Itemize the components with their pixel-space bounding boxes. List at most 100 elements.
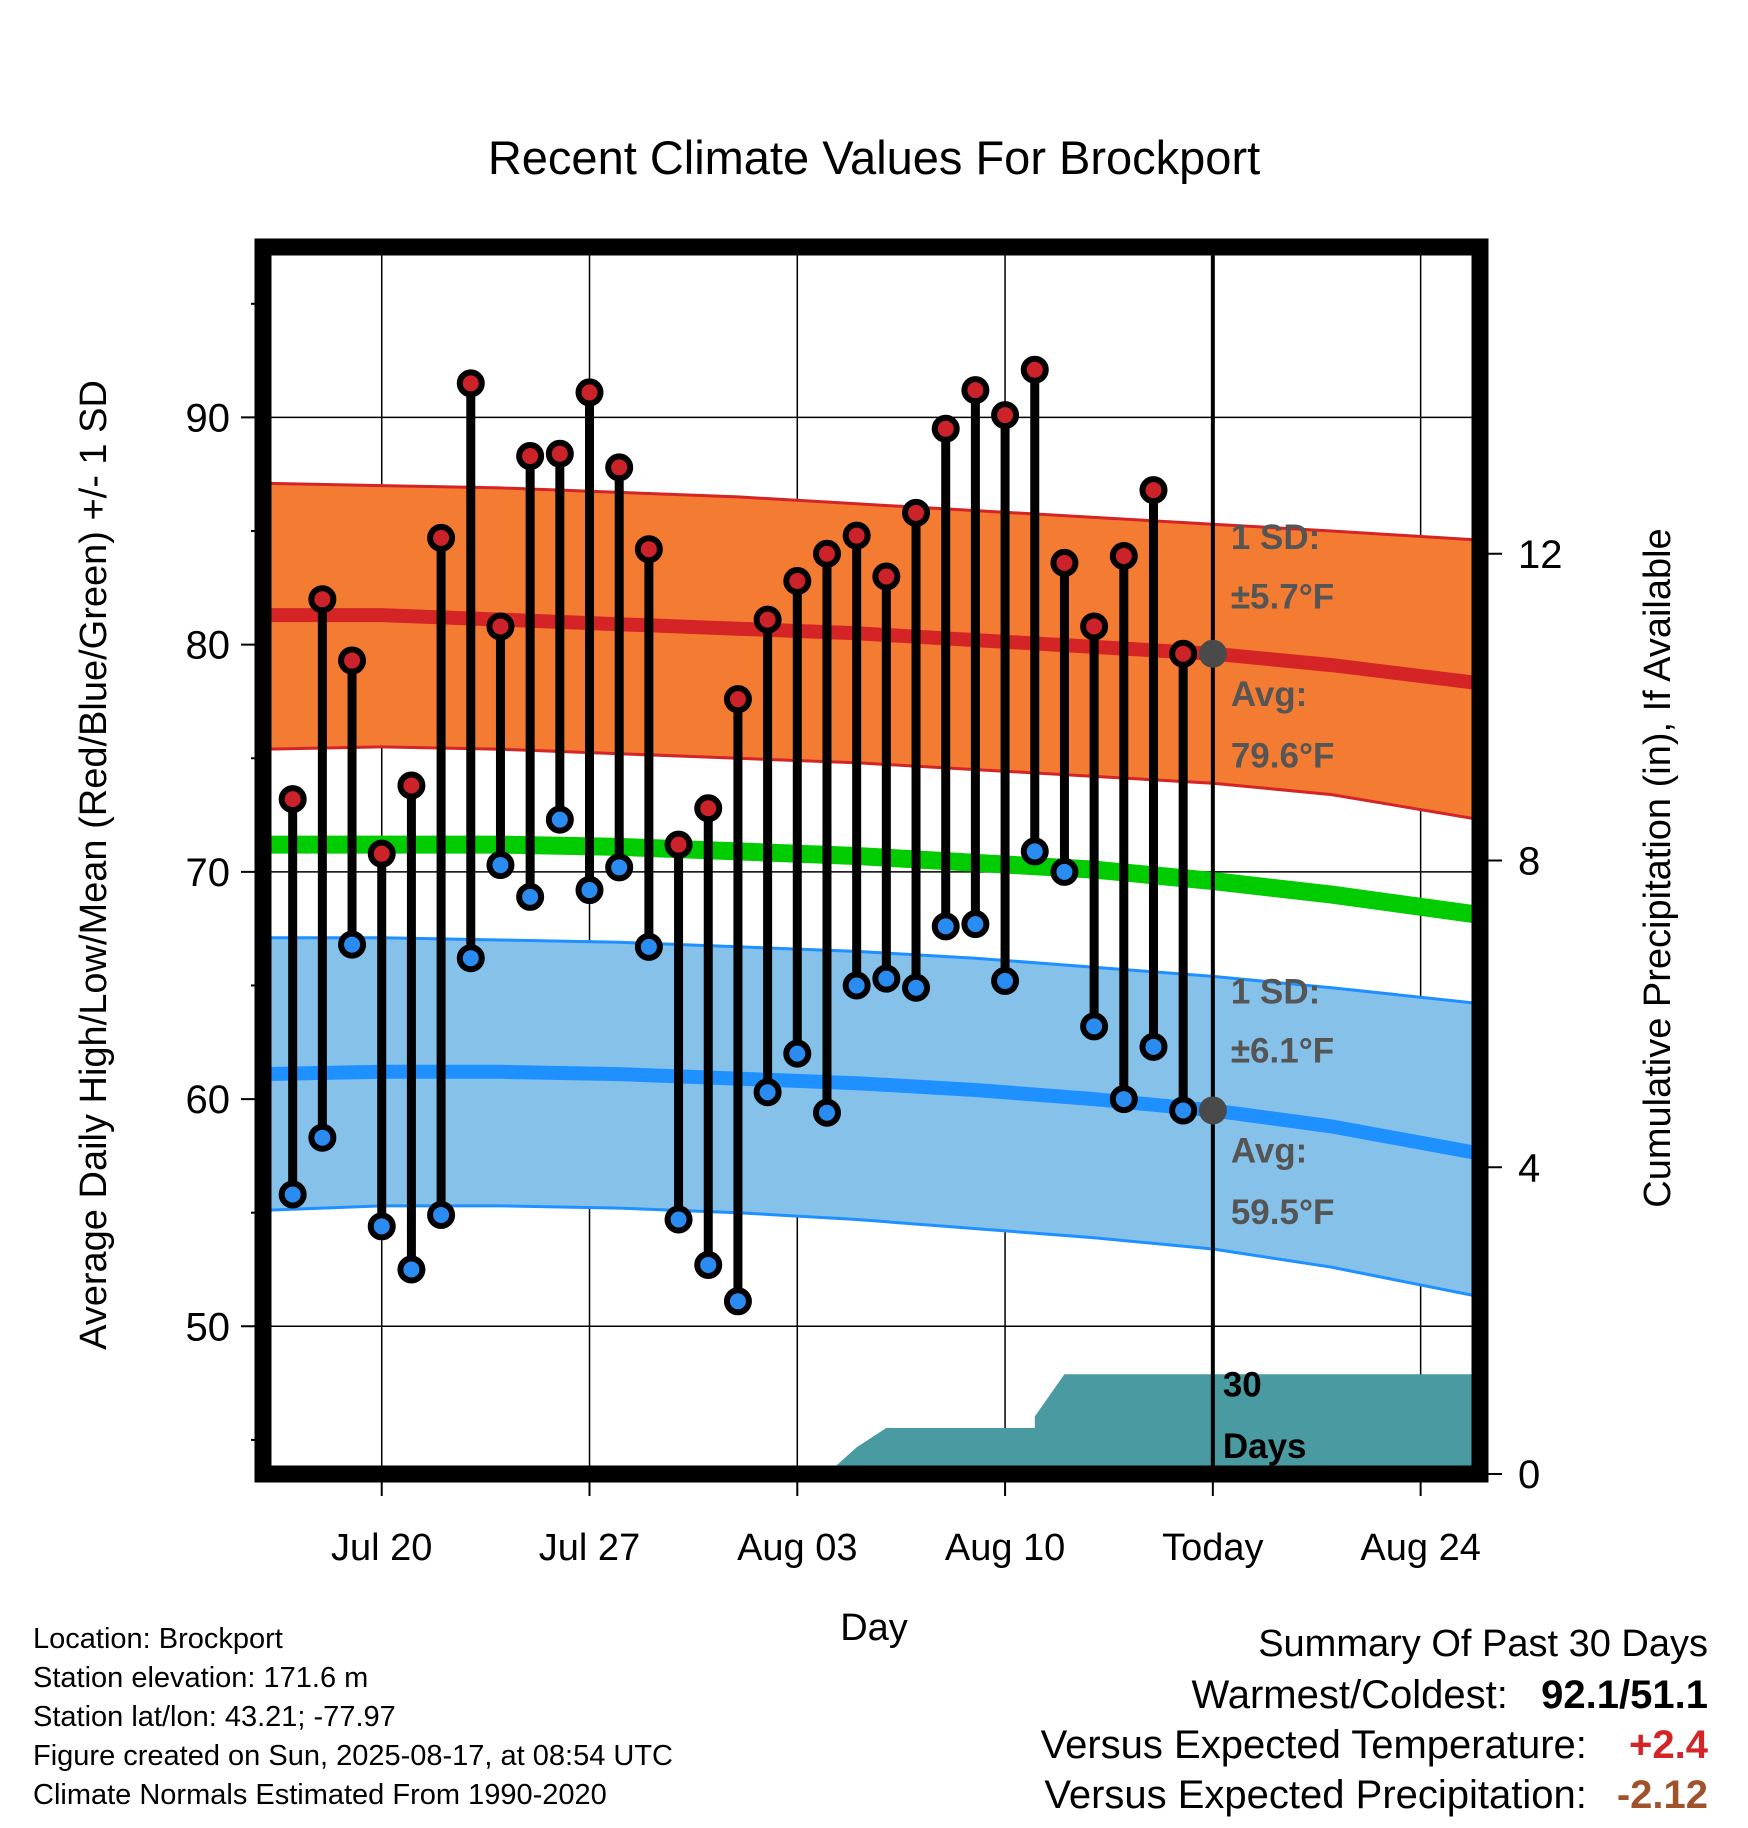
daily-high-point <box>1109 542 1138 571</box>
daily-low-point <box>456 944 485 973</box>
high-sd-value: ±5.7°F <box>1231 577 1334 616</box>
high-sd-band <box>263 483 1480 820</box>
daily-high-point <box>308 585 337 614</box>
warmest-value: 92.1 <box>1541 1673 1620 1717</box>
daily-high-point <box>812 539 841 568</box>
location-text: Location: Brockport <box>33 1623 283 1655</box>
warm-cold-separator: / <box>1619 1673 1631 1717</box>
plot-content: 1 SD: ±5.7°F Avg: 79.6°F 1 SD: ±6.1°F Avg: 59.5… <box>263 247 1480 1474</box>
daily-high-point <box>902 498 931 527</box>
low-sd-label: 1 SD: <box>1231 973 1320 1012</box>
precip-row: Versus Expected Precipitation: -2.12 <box>1041 1770 1708 1820</box>
today-high-normal-marker <box>1198 639 1227 668</box>
temp-label: Versus Expected Temperature: <box>1040 1723 1587 1767</box>
daily-low-point <box>902 973 931 1002</box>
daily-high-point <box>486 612 515 641</box>
normals-text: Climate Normals Estimated From 1990-2020 <box>33 1779 607 1811</box>
daily-low-point <box>694 1250 723 1279</box>
daily-high-point <box>991 401 1020 430</box>
y2-axis-label: Cumulative Precipitation (in), If Availa… <box>1637 528 1679 1207</box>
daily-high-point <box>1169 639 1198 668</box>
daily-high-point <box>872 562 901 591</box>
plot-area: 1 SD: ±5.7°F Avg: 79.6°F 1 SD: ±6.1°F Avg: 59.5… <box>263 247 1480 1474</box>
precip-area <box>827 1374 1480 1474</box>
y-axis-label: Average Daily High/Low/Mean (Red/Blue/Gr… <box>73 380 115 1350</box>
daily-low-point <box>783 1039 812 1068</box>
daily-high-point <box>427 523 456 552</box>
temp-row: Versus Expected Temperature: +2.4 <box>1041 1720 1708 1770</box>
daily-high-point <box>1050 548 1079 577</box>
elevation-text: Station elevation: 171.6 m <box>33 1662 369 1694</box>
daily-high-point <box>842 521 871 550</box>
daily-high-point <box>931 414 960 443</box>
x-tick-label: Aug 03 <box>737 1527 857 1569</box>
daily-low-point <box>575 876 604 905</box>
daily-low-point <box>931 912 960 941</box>
daily-high-point <box>367 839 396 868</box>
high-avg-value: 79.6°F <box>1231 736 1335 775</box>
y2-tick-label: 12 <box>1518 533 1563 577</box>
daily-low-point <box>1109 1085 1138 1114</box>
axes: 50 60 70 80 90 0 4 8 12 Jul 20 Jul 27 Aug 03 Aug 10 T… <box>186 238 1563 1569</box>
daily-low-point <box>664 1205 693 1234</box>
today-low-normal-marker <box>1198 1096 1227 1125</box>
daily-high-point <box>1080 612 1109 641</box>
daily-high-point <box>397 771 426 800</box>
daily-low-point <box>753 1078 782 1107</box>
daily-low-point <box>872 964 901 993</box>
daily-low-point <box>397 1255 426 1284</box>
period-label-line2: Days <box>1223 1427 1307 1466</box>
daily-high-point <box>961 376 990 405</box>
x-tick-label: Jul 27 <box>539 1527 640 1569</box>
daily-low-point <box>367 1212 396 1241</box>
y-tick-label: 70 <box>186 851 231 895</box>
low-sd-value: ±6.1°F <box>1231 1032 1334 1071</box>
x-tick-label: Jul 20 <box>331 1527 432 1569</box>
x-tick-label: Aug 10 <box>945 1527 1065 1569</box>
y-tick-label: 50 <box>186 1305 231 1349</box>
daily-low-point <box>1020 837 1049 866</box>
daily-high-point <box>694 794 723 823</box>
daily-high-point <box>723 685 752 714</box>
daily-high-point <box>605 453 634 482</box>
daily-high-point <box>516 442 545 471</box>
low-sd-band-lower-edge <box>263 1204 1480 1299</box>
latlon-text: Station lat/lon: 43.21; -77.97 <box>33 1701 396 1733</box>
y2-tick-label: 0 <box>1518 1453 1540 1497</box>
high-sd-label: 1 SD: <box>1231 518 1320 557</box>
daily-high-point <box>338 646 367 675</box>
y2-tick-label: 8 <box>1518 840 1540 884</box>
period-label-line1: 30 <box>1223 1366 1262 1405</box>
daily-high-point <box>545 439 574 468</box>
daily-low-point <box>516 882 545 911</box>
x-tick-label: Today <box>1162 1527 1263 1569</box>
temp-value: +2.4 <box>1629 1723 1708 1767</box>
station-info: Location: Brockport Station elevation: 1… <box>33 1620 673 1815</box>
warm-cold-row: Warmest/Coldest: 92.1/51.1 <box>1041 1670 1708 1720</box>
coldest-value: 51.1 <box>1630 1673 1708 1717</box>
y-tick-label: 80 <box>186 624 231 668</box>
summary-heading: Summary Of Past 30 Days <box>1258 1623 1708 1665</box>
daily-low-point <box>1050 857 1079 886</box>
daily-low-point <box>308 1123 337 1152</box>
precip-label: Versus Expected Precipitation: <box>1044 1773 1587 1817</box>
daily-high-point <box>456 369 485 398</box>
x-axis-label: Day <box>840 1607 908 1649</box>
daily-low-point <box>842 971 871 1000</box>
y-tick-label: 90 <box>186 396 231 440</box>
daily-low-point <box>427 1200 456 1229</box>
normal-low-line <box>263 1064 1480 1161</box>
daily-high-point <box>753 605 782 634</box>
daily-low-point <box>605 853 634 882</box>
daily-low-point <box>1169 1096 1198 1125</box>
daily-low-point <box>278 1180 307 1209</box>
low-avg-value: 59.5°F <box>1231 1193 1335 1232</box>
x-tick-label: Aug 24 <box>1360 1527 1480 1569</box>
daily-high-point <box>278 785 307 814</box>
chart-title: Recent Climate Values For Brockport <box>488 131 1260 184</box>
warm-cold-label: Warmest/Coldest: <box>1191 1673 1508 1717</box>
high-avg-label: Avg: <box>1231 675 1307 714</box>
daily-low-point <box>634 932 663 961</box>
daily-low-point <box>338 930 367 959</box>
